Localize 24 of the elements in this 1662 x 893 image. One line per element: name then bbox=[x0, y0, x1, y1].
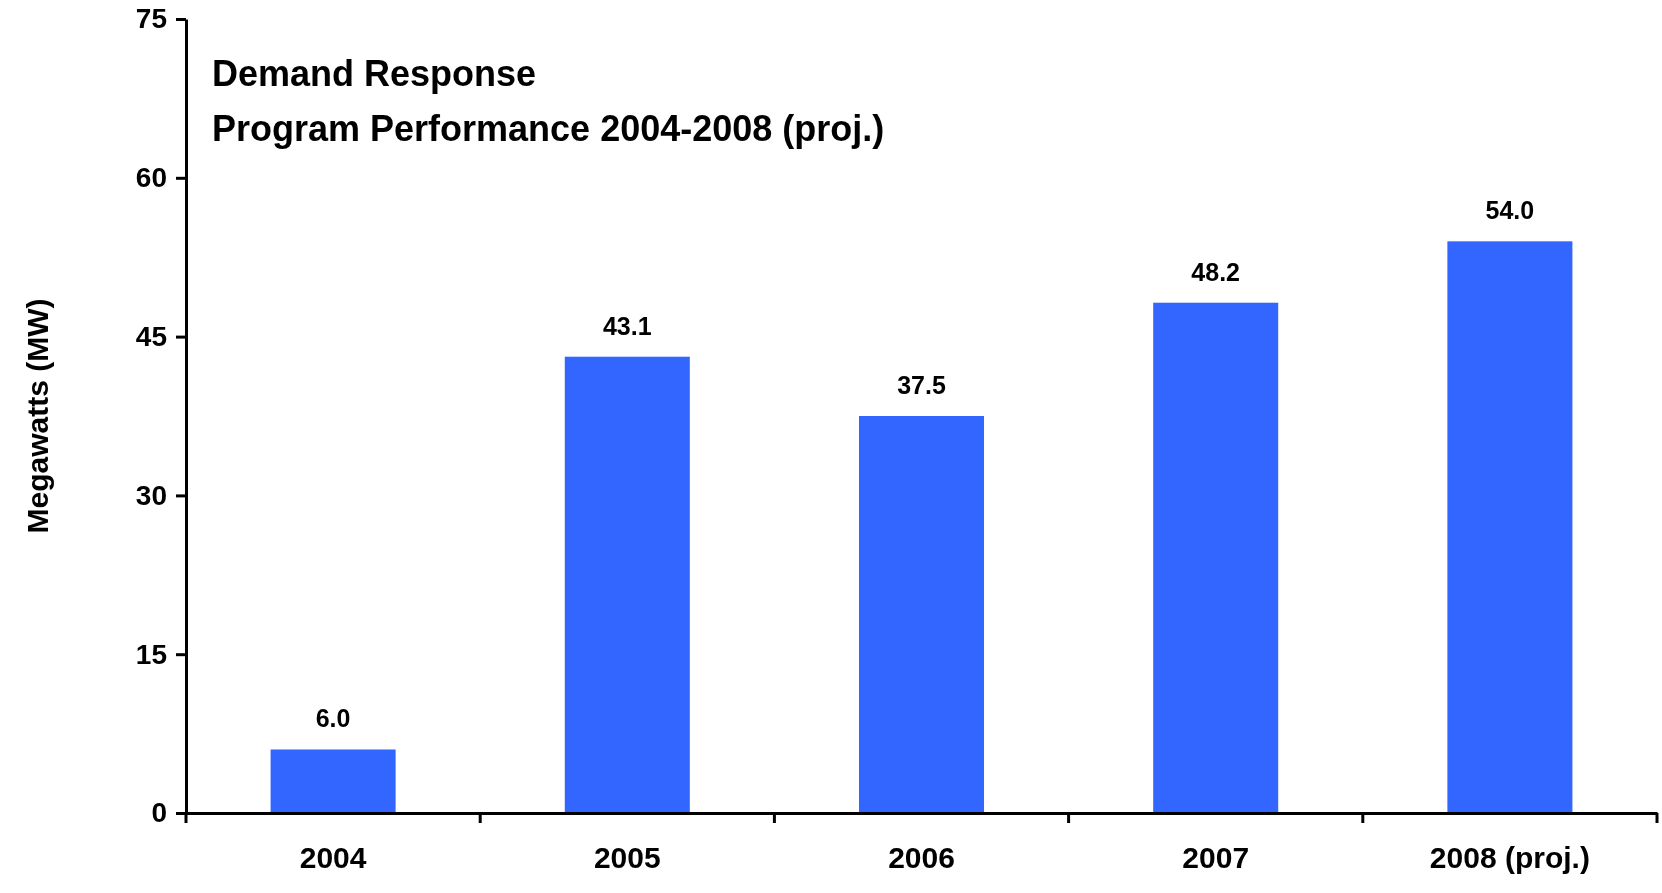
x-tick-label: 2004 bbox=[299, 841, 367, 875]
data-label: 37.5 bbox=[897, 371, 946, 399]
data-label: 54.0 bbox=[1485, 196, 1535, 225]
bar bbox=[564, 356, 690, 813]
y-axis-title: Megawatts (MW) bbox=[21, 298, 54, 534]
bar bbox=[270, 749, 396, 813]
y-tick-label: 15 bbox=[135, 638, 167, 670]
bar bbox=[858, 416, 985, 813]
bar bbox=[1447, 241, 1573, 813]
y-tick-label: 0 bbox=[151, 797, 167, 829]
y-tick-label: 75 bbox=[135, 3, 167, 35]
x-tick-label: 2007 bbox=[1182, 841, 1250, 875]
y-tick-label: 60 bbox=[135, 162, 167, 194]
data-label: 43.1 bbox=[602, 311, 652, 340]
text: Program Performance 2004-2008 (proj.) bbox=[212, 108, 885, 149]
y-tick-label: 45 bbox=[135, 321, 167, 353]
data-label: 6.0 bbox=[315, 704, 351, 733]
data-label: 48.2 bbox=[1191, 257, 1241, 286]
x-tick-label: 2005 bbox=[593, 841, 661, 875]
bar bbox=[1153, 302, 1279, 813]
x-tick-label: 2006 bbox=[888, 841, 955, 875]
x-tick-label: 2008 (proj.) bbox=[1429, 841, 1590, 875]
text: Demand Response bbox=[212, 53, 537, 94]
y-tick-label: 30 bbox=[135, 479, 167, 511]
